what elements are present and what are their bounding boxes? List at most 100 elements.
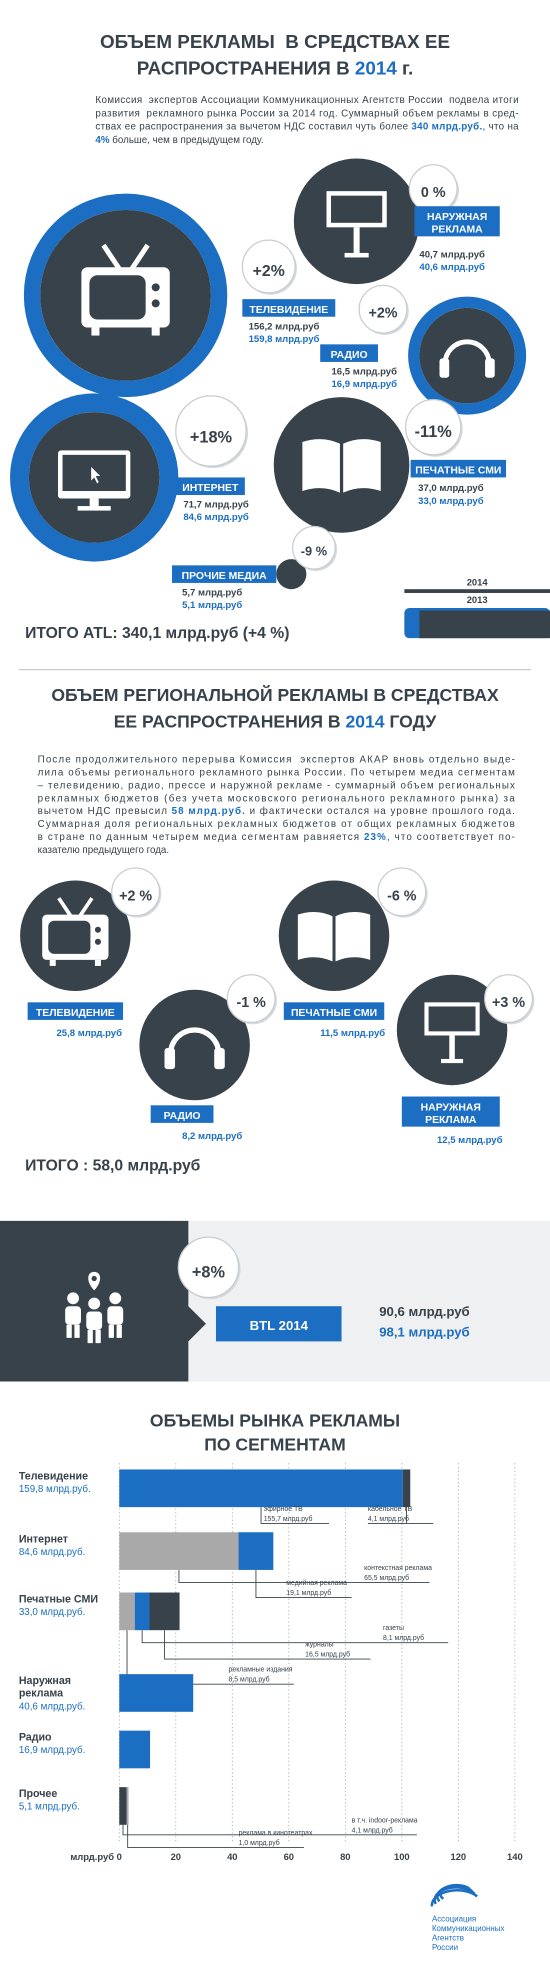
icon-part [344, 252, 369, 258]
part-value: 8,5 млрд.руб [229, 1676, 270, 1684]
part-label: рекламные издания [229, 1667, 293, 1674]
media-name: ПРОЧИЕ МЕДИА [182, 571, 268, 582]
change-bubble [177, 1236, 240, 1299]
intro-text: 4% больше, чем в предыдущем году. [95, 135, 263, 146]
value-2013: 5,7 млрд.руб [182, 587, 242, 598]
row-total: 5,1 млрд.руб. [19, 1802, 80, 1813]
value: 8,2 млрд.руб [182, 1131, 242, 1142]
tick-label: 140 [507, 1851, 523, 1862]
value-2014: 159,8 млрд.руб [249, 334, 320, 345]
bar-segment [238, 1532, 274, 1570]
media-circle [139, 989, 250, 1101]
legend-label: 2013 [467, 594, 488, 605]
regional-text: рекламных бюджетов (без учета московског… [38, 793, 516, 804]
icon-part [94, 959, 101, 966]
section-title: РАСПРОСТРАНЕНИЯ В 2014 г. [137, 57, 413, 78]
text-run: 58 млрд.руб. [172, 806, 245, 817]
tick-label: 100 [394, 1851, 410, 1862]
text-run: ПО СЕГМЕНТАМ [204, 1435, 345, 1455]
icon-part [78, 897, 94, 918]
text-run: Комиссия экспертов Ассоциации Коммуникац… [95, 95, 518, 106]
icon-internet [58, 450, 131, 511]
icon-people [65, 1271, 124, 1344]
name-box [320, 344, 378, 362]
icon-print [302, 439, 381, 493]
change-bubble [404, 398, 462, 456]
icon-part [302, 439, 340, 493]
icon-part [77, 506, 111, 511]
text-run: После продолжительного перерыва Комиссия… [38, 754, 515, 765]
icon-part [86, 1311, 103, 1330]
media-name: ТЕЛЕВИДЕНИЕ [36, 1008, 115, 1019]
bar-segment [134, 1592, 150, 1631]
row-name: Интернет [19, 1533, 68, 1545]
icon-part [167, 1027, 222, 1055]
media-name: РЕКЛАМА [425, 1115, 477, 1126]
text-run: развития рекламного рынка России за 2014… [95, 108, 518, 119]
tick-label: 40 [227, 1851, 237, 1862]
leader-line [255, 1569, 352, 1598]
value-2013: 71,7 млрд.руб [183, 500, 249, 511]
leader-line [141, 1630, 449, 1644]
axis-unit: млрд.руб [70, 1851, 114, 1862]
legend-bar-2014 [404, 589, 550, 593]
row-total: 84,6 млрд.руб. [19, 1547, 85, 1558]
media-name: ТЕЛЕВИДЕНИЕ [249, 305, 328, 316]
row-name: реклама [19, 1688, 63, 1700]
regional-text: в стране по данным четырем медиа сегмент… [38, 832, 515, 843]
change-label: -9 % [301, 543, 328, 558]
name-box [401, 1096, 500, 1127]
icon-part [101, 243, 122, 271]
section-title: ЕЕ РАСПРОСТРАНЕНИЯ В 2014 ГОДУ [114, 711, 438, 731]
leader-line [127, 1824, 304, 1848]
part-value: 1,0 млрд.руб [239, 1839, 280, 1847]
change-label: -11% [415, 423, 453, 441]
part-label: журналы [305, 1642, 334, 1649]
part-label: кабельное ТВ [368, 1505, 413, 1513]
value-2013: 90,6 млрд.руб [379, 1304, 469, 1319]
icon-part [91, 327, 100, 336]
change-bubble [241, 239, 296, 294]
bar-segment [119, 1787, 127, 1825]
value-2014: 33,0 млрд.руб [418, 496, 484, 507]
name-box [410, 459, 507, 478]
tick-label: 0 [117, 1851, 122, 1862]
icon-part [151, 283, 160, 292]
text-run: ЕЕ РАСПРОСТРАНЕНИЯ В [114, 711, 346, 731]
change-bubble [377, 867, 427, 917]
icon-part [335, 912, 371, 962]
text-run: ГОДУ [385, 711, 438, 731]
value: 12,5 млрд.руб [437, 1135, 503, 1146]
icon-part [94, 926, 101, 933]
organization-name: Агентств [432, 1933, 464, 1942]
value-2014: 16,9 млрд.руб [332, 379, 398, 390]
icon-part [87, 1329, 93, 1344]
value-2014: 40,6 млрд.руб [419, 262, 485, 273]
leader-line [178, 1569, 430, 1583]
text-run: и фактически остался на уровне прошлого … [246, 806, 515, 817]
media-circle [419, 307, 515, 404]
icon-part [116, 1324, 122, 1338]
text-run: 2014 [355, 57, 397, 78]
bar-segment [402, 1469, 411, 1508]
part-value: 4,1 млрд.руб [368, 1515, 409, 1523]
row-total: 33,0 млрд.руб. [19, 1607, 85, 1618]
intro-text: ствах ее распространения за вычетом НДС … [95, 122, 519, 133]
part-label: медийная реклама [286, 1579, 347, 1587]
text-run: 340 млрд.руб. [411, 122, 482, 133]
change-label: 0 % [421, 185, 446, 201]
change-label: +8% [192, 1264, 226, 1282]
intro-text: развития рекламного рынка России за 2014… [95, 108, 518, 119]
media-circle [276, 559, 307, 590]
icon-part [343, 439, 381, 493]
logo-arc [430, 1889, 478, 1907]
text-run: г. [397, 57, 413, 78]
media-name: ПЕЧАТНЫЕ СМИ [291, 1008, 377, 1019]
regional-text: вычетом НДС превысил 58 млрд.руб. и факт… [38, 806, 515, 817]
part-value: 65,5 млрд.руб [364, 1574, 409, 1582]
value-2013: 40,7 млрд.руб [419, 250, 485, 261]
change-bubble [358, 284, 408, 334]
media-name: РАДИО [331, 350, 368, 361]
text-run: казателю предыдущего года. [38, 845, 169, 856]
